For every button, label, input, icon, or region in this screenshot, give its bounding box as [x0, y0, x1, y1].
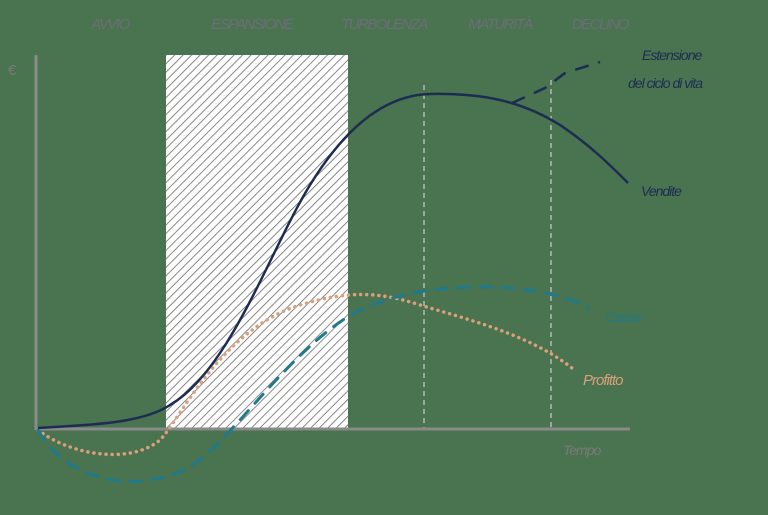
cash-curve: [36, 285, 590, 483]
phase-label-avvio: AVVIO: [91, 16, 130, 33]
extension-curve: [511, 60, 601, 105]
sales-curve: [37, 92, 629, 430]
profit-curve: [36, 292, 574, 457]
expansion-phase-band: [166, 55, 348, 428]
y-axis-label: €: [8, 62, 16, 79]
phase-label-declino: DECLINO: [571, 16, 630, 33]
phase-label-turbolenza: TURBOLENZA: [341, 16, 428, 33]
extension-label-line2: del ciclo di vita: [628, 75, 703, 91]
extension-label-line1: Estensione: [642, 47, 702, 63]
phase-label-espansione: ESPANSIONE: [211, 16, 294, 33]
phase-label-maturita: MATURITÀ: [468, 16, 533, 33]
cash-label: Casse: [606, 309, 642, 325]
sales-label: Vendite: [641, 183, 682, 199]
x-axis-label: Tempo: [563, 442, 601, 458]
profit-label: Profitto: [583, 372, 624, 389]
